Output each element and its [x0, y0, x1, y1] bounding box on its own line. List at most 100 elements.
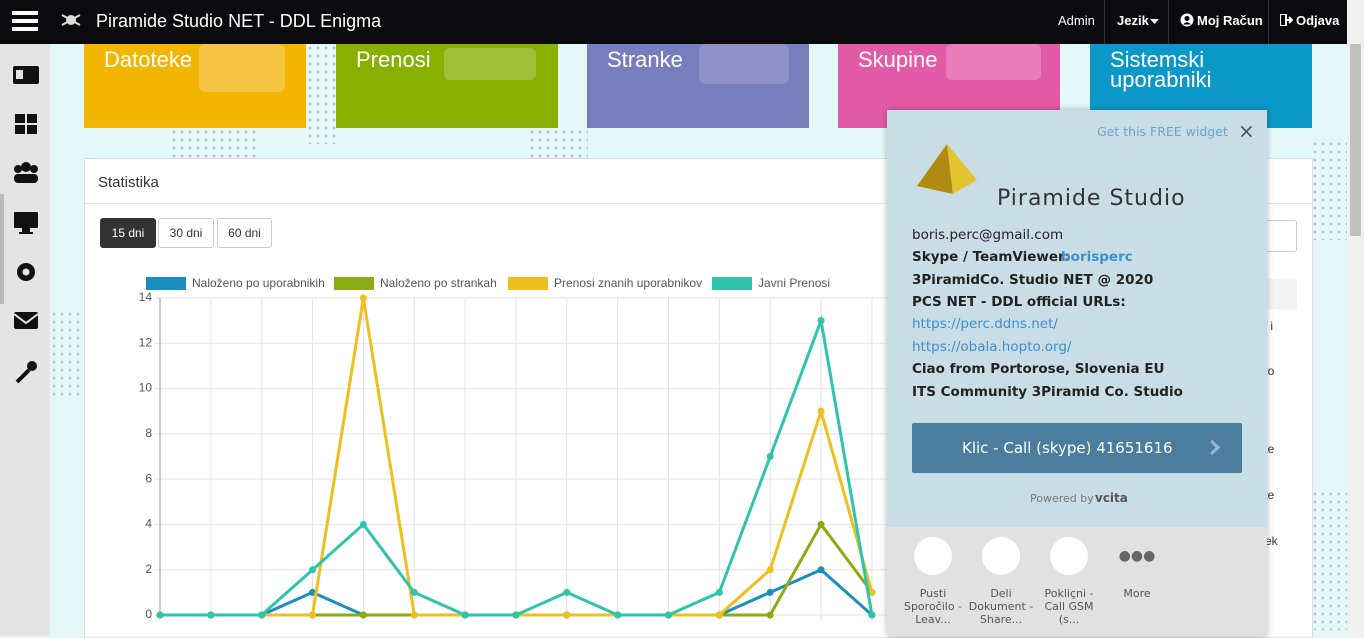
- skype-link[interactable]: borisperc: [1061, 249, 1133, 265]
- legend-label: Naloženo po uporabnikih: [192, 276, 325, 290]
- dot-pattern: [170, 128, 260, 158]
- info-line: ITS Community 3Piramid Co. Studio: [912, 384, 1183, 400]
- data-point: [258, 611, 266, 619]
- data-point: [766, 453, 774, 460]
- data-point: [207, 611, 215, 619]
- y-tick-label: 6: [145, 471, 152, 485]
- chart: 0 2 4 6 8 10 12 14 Naloženo po uporabnikih Nalože…: [139, 276, 887, 621]
- data-point: [410, 611, 418, 619]
- account-link[interactable]: Moj Račun: [1197, 13, 1263, 28]
- dot-pattern: [306, 44, 336, 144]
- data-point: [766, 588, 774, 596]
- data-point: [309, 611, 317, 619]
- sidebar: [0, 44, 50, 636]
- action-label: Deli Dokument - Share...: [968, 587, 1034, 626]
- widget-name: Piramide Studio: [997, 186, 1186, 211]
- tile-label: Prenosi: [356, 47, 431, 72]
- legend-swatch: [334, 277, 374, 290]
- admin-link[interactable]: Admin: [1058, 13, 1095, 28]
- info-line: PCS NET - DDL official URLs:: [912, 294, 1126, 310]
- contact-widget: Get this FREE widget × Piramide Studio b…: [887, 110, 1267, 636]
- info-line: 3PiramidCo. Studio NET @ 2020: [912, 272, 1154, 288]
- data-point: [410, 588, 418, 596]
- range-button[interactable]: 30 dni: [158, 218, 214, 248]
- logout-icon: [1280, 14, 1293, 26]
- data-point: [817, 407, 825, 415]
- data-point: [766, 611, 774, 619]
- data-point: [817, 317, 825, 325]
- action-label: More: [1123, 587, 1151, 600]
- data-point: [563, 588, 571, 596]
- sidebar-icons[interactable]: [12, 64, 40, 394]
- data-point: [868, 611, 876, 619]
- data-point: [512, 611, 520, 619]
- widget-actions: Pusti Sporočilo - Leav... Deli Dokument …: [887, 527, 1267, 636]
- close-button[interactable]: ×: [1238, 119, 1255, 143]
- dot-pattern: [1311, 140, 1347, 240]
- y-tick-label: 12: [139, 335, 153, 349]
- action-label: Pokliçni - Call GSM (s...: [1044, 587, 1094, 626]
- legend-label: Javni Prenosi: [758, 276, 830, 290]
- tile-label: Datoteke: [104, 47, 193, 72]
- data-point: [359, 294, 367, 302]
- data-point: [461, 611, 469, 619]
- call-button-label: Klic - Call (skype) 41651616: [962, 439, 1173, 457]
- data-point: [817, 520, 825, 528]
- data-point: [309, 566, 317, 574]
- skype-label: Skype / TeamViewer:: [912, 249, 1071, 265]
- logout-link[interactable]: Odjava: [1296, 13, 1340, 28]
- dot-pattern: [1311, 490, 1347, 630]
- dot-pattern: [50, 310, 84, 400]
- app-title: Piramide Studio NET - DDL Enigma: [96, 11, 382, 31]
- tile[interactable]: Prenosi: [336, 44, 558, 128]
- action[interactable]: Pokliçni - Call GSM (s...: [1034, 537, 1104, 626]
- powered-brand[interactable]: vcita: [1095, 491, 1128, 505]
- range-button[interactable]: 60 dni: [217, 218, 272, 248]
- y-tick-label: 0: [145, 607, 152, 621]
- data-point: [614, 611, 622, 619]
- url-link[interactable]: https://perc.ddns.net/: [912, 316, 1058, 332]
- powered-by: Powered by: [1030, 492, 1094, 505]
- data-point: [715, 611, 723, 619]
- legend-swatch: [712, 277, 752, 290]
- data-point: [715, 588, 723, 596]
- panel-title: Statistika: [98, 174, 159, 191]
- y-tick-label: 8: [145, 426, 152, 440]
- caret: [1150, 19, 1159, 24]
- tile[interactable]: Datoteke: [84, 44, 306, 128]
- url-link[interactable]: https://obala.hopto.org/: [912, 339, 1072, 355]
- user-icon: [1180, 13, 1194, 27]
- data-point: [359, 611, 367, 619]
- data-point: [563, 611, 571, 619]
- data-point: [156, 611, 164, 619]
- y-tick-label: 14: [139, 290, 153, 304]
- tile-label: Skupine: [858, 47, 938, 72]
- action[interactable]: ●●● More: [1118, 548, 1156, 600]
- navbar: Piramide Studio NET - DDL Enigma Admin J…: [0, 0, 1347, 44]
- email: boris.perc@gmail.com: [912, 227, 1064, 243]
- data-point: [817, 566, 825, 574]
- y-tick-label: 10: [139, 381, 153, 395]
- range-button[interactable]: 15 dni: [100, 218, 156, 248]
- legend-swatch: [146, 277, 186, 290]
- language-menu[interactable]: Jezik: [1117, 13, 1149, 28]
- legend-label: Naloženo po strankah: [380, 276, 497, 290]
- chevron: [1210, 440, 1220, 455]
- dot-pattern: [528, 128, 588, 158]
- action[interactable]: Deli Dokument - Share...: [966, 537, 1036, 626]
- action[interactable]: Pusti Sporočilo - Leav...: [898, 537, 968, 626]
- tile[interactable]: Stranke: [587, 44, 809, 128]
- data-point: [766, 566, 774, 574]
- tile-label: Stranke: [607, 47, 683, 72]
- info-line: Ciao from Portorose, Slovenia EU: [912, 361, 1165, 377]
- call-button[interactable]: Klic - Call (skype) 41651616: [912, 423, 1242, 473]
- logo-icon: [61, 14, 81, 26]
- data-point: [359, 520, 367, 528]
- widget-promo-link[interactable]: Get this FREE widget: [1097, 124, 1228, 139]
- y-tick-label: 2: [145, 562, 152, 576]
- legend-swatch: [508, 277, 548, 290]
- action-label: Pusti Sporočilo - Leav...: [903, 587, 963, 626]
- scrollbar[interactable]: [1347, 0, 1364, 636]
- menu-icon[interactable]: [12, 10, 38, 32]
